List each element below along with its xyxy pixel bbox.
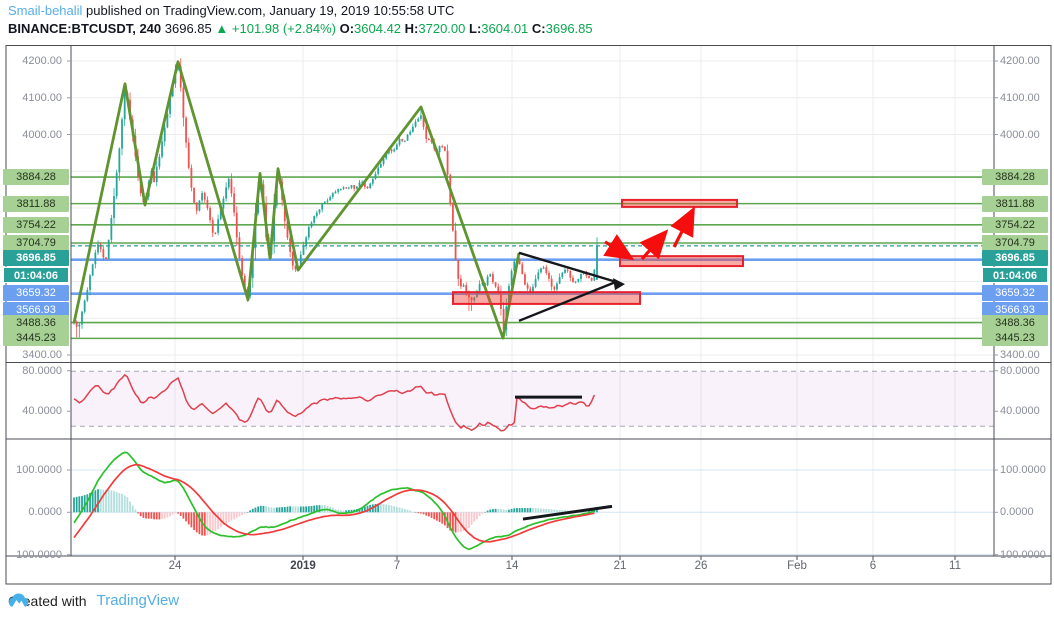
price-level-label: 3884.28 xyxy=(3,169,69,186)
open-label: O: xyxy=(339,21,355,36)
price-level-label: 3696.85 xyxy=(982,249,1048,266)
time-tick-label: 14 xyxy=(505,560,519,572)
red-arrow-drawing[interactable] xyxy=(670,206,695,248)
triangle-trendline[interactable] xyxy=(518,251,617,284)
rsi-tick-label: 40.0000 xyxy=(1000,405,1040,418)
rsi-tick-label: 40.0000 xyxy=(22,405,62,418)
close-value: 3696.85 xyxy=(545,21,593,36)
price-level-label: 3659.32 xyxy=(3,284,69,301)
price-level-label: 3754.22 xyxy=(3,216,69,233)
price-tick-label: 4200.00 xyxy=(1000,55,1040,67)
macd-line xyxy=(73,451,595,551)
price-tick-label: 3400.00 xyxy=(22,349,62,361)
red-arrow-drawing[interactable] xyxy=(603,234,635,261)
change-arrow-icon: ▲ xyxy=(215,21,229,36)
high-value: 3720.00 xyxy=(418,21,466,36)
price-level-label: 3754.22 xyxy=(982,216,1048,233)
price-level-lines xyxy=(71,176,994,340)
triangle-drawing xyxy=(518,251,625,322)
price-level-label: 3566.93 xyxy=(982,302,1048,318)
price-level-label: 3811.88 xyxy=(3,195,69,212)
high-label: H: xyxy=(404,21,419,36)
price-tick-label: 4100.00 xyxy=(22,91,62,104)
price-level-label: 3811.88 xyxy=(982,195,1048,212)
macd-tick-label: 0.0000 xyxy=(1000,506,1034,519)
rsi-tick-label: 80.0000 xyxy=(22,364,62,377)
time-tick-label: Feb xyxy=(787,560,807,572)
price-level-label: 3488.36 xyxy=(3,314,69,331)
time-tick-label: 7 xyxy=(393,560,401,572)
price-level-label: 3566.93 xyxy=(3,302,69,318)
zigzag-trend-drawing[interactable] xyxy=(72,60,521,340)
price-level-label: 3659.32 xyxy=(982,284,1048,301)
red-zone-rectangle[interactable] xyxy=(621,198,738,208)
macd-signal-line xyxy=(73,463,595,543)
macd-tick-label: 100.0000 xyxy=(1000,548,1046,561)
price-tick-label: 4200.00 xyxy=(22,55,62,67)
macd-tick-label: 100.0000 xyxy=(16,463,62,476)
price-level-label: 3704.79 xyxy=(982,234,1048,251)
red-arrow-drawing[interactable] xyxy=(639,229,669,261)
close-label: C: xyxy=(531,21,546,36)
price-level-label: 3445.23 xyxy=(982,330,1048,347)
time-tick-label: 6 xyxy=(869,560,877,572)
bar-countdown-label: 01:04:06 xyxy=(982,267,1048,283)
price-level-label: 3696.85 xyxy=(3,249,69,266)
zigzag xyxy=(72,60,521,340)
price-tick-label: 4100.00 xyxy=(1000,91,1040,104)
triangle-trendline[interactable] xyxy=(518,280,617,322)
price-level-label: 3445.23 xyxy=(3,330,69,347)
triangle-arrowhead-icon xyxy=(613,278,625,291)
red-zone-rectangle[interactable] xyxy=(452,291,641,305)
macd-tick-label: 100.0000 xyxy=(1000,463,1046,476)
macd-trendline-drawing[interactable] xyxy=(522,504,613,521)
price-level-label: 3704.79 xyxy=(3,234,69,251)
price-change: +101.98 (+2.84%) xyxy=(231,21,336,36)
author-link[interactable]: Smail-behalil xyxy=(8,3,83,18)
macd-plot xyxy=(73,451,613,551)
time-tick-label: 26 xyxy=(694,560,708,572)
price-tick-label: 3400.00 xyxy=(1000,349,1040,361)
bar-countdown-label: 01:04:06 xyxy=(3,267,69,283)
last-price: 3696.85 xyxy=(164,21,212,36)
rsi-tick-label: 80.0000 xyxy=(1000,364,1040,377)
low-value: 3604.01 xyxy=(481,21,529,36)
axis-tick-marks xyxy=(67,60,998,560)
red-zone-rectangle[interactable] xyxy=(619,255,744,268)
time-tick-label: 21 xyxy=(613,560,627,572)
symbol-info-line: BINANCE:BTCUSDT, 240 3696.85 ▲ +101.98 (… xyxy=(8,21,593,36)
projection-arrows xyxy=(603,206,695,261)
tradingview-brand-link[interactable]: TradingView xyxy=(96,592,180,609)
rsi-plot xyxy=(73,373,596,432)
footer-attribution: Created with TradingView xyxy=(8,592,179,609)
price-level-label: 3488.36 xyxy=(982,314,1048,331)
symbol-name[interactable]: BINANCE:BTCUSDT, 240 xyxy=(8,21,162,36)
price-tick-label: 4000.00 xyxy=(22,128,62,141)
grid-lines xyxy=(71,45,994,556)
rsi-line xyxy=(73,373,596,432)
macd-tick-label: 0.0000 xyxy=(28,506,62,519)
time-tick-label: 11 xyxy=(949,560,961,572)
publish-text: published on TradingView.com, January 19… xyxy=(82,3,455,18)
low-label: L: xyxy=(469,21,482,36)
price-tick-label: 4000.00 xyxy=(1000,128,1040,141)
publish-info-line: Smail-behalil published on TradingView.c… xyxy=(8,3,454,18)
price-level-label: 3884.28 xyxy=(982,169,1048,186)
rsi-band xyxy=(71,370,994,427)
time-tick-label: 24 xyxy=(168,560,182,572)
time-tick-label: 2019 xyxy=(290,560,316,572)
open-value: 3604.42 xyxy=(354,21,402,36)
macd-tick-label: 100.0000 xyxy=(16,548,62,561)
